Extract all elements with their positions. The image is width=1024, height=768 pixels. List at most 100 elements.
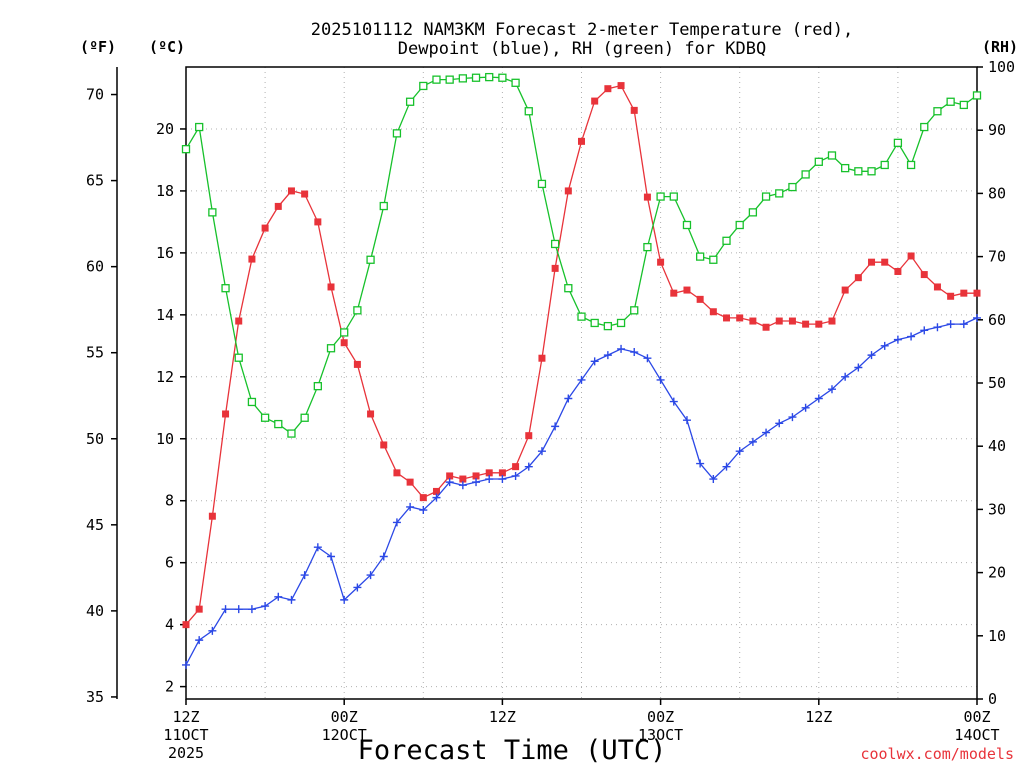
dewpoint-point [287,595,296,604]
rh-point [906,160,916,170]
fahrenheit-tick-label: 55 [86,344,104,362]
rh-point [524,107,533,116]
dewpoint-point [537,447,546,456]
rh-tick-label: 50 [988,374,1006,392]
temperature-point [683,286,691,294]
rh-point [920,122,929,132]
dewpoint-point [261,602,270,611]
rh-point [946,97,955,106]
temperature-point [933,283,941,291]
dewpoint-point [485,475,494,484]
rh-point [432,75,441,84]
rh-point [801,170,810,179]
rh-point [419,81,428,91]
temperature-point [446,472,454,480]
dewpoint-point [577,375,586,384]
x-axis-title: Forecast Time (UTC) [358,735,667,766]
temperature-point [894,267,902,275]
temperature-point [222,410,230,418]
rh-point [287,429,296,438]
rh-point [972,91,982,100]
credit-text: coolwx.com/models [860,745,1014,763]
temperature-point [630,106,638,114]
rh-tick-label: 20 [988,564,1006,582]
dewpoint-point [946,320,955,329]
chart-title: 2025101112 NAM3KM Forecast 2-meter Tempe… [311,20,853,40]
dewpoint-point [182,660,190,669]
temperature-point [406,478,414,486]
temperature-point [485,469,493,477]
rh-point [590,318,599,328]
dewpoint-point [748,437,757,446]
dewpoint-point [617,344,626,353]
celsius-unit-label: (ºC) [149,38,185,56]
rh-point [537,179,547,189]
dewpoint-point [801,403,810,412]
x-tick-label: 12Z [805,708,832,726]
dewpoint-point [379,552,388,561]
dewpoint-point [590,357,599,366]
temperature-point [947,292,955,300]
series-2-meter-temperature-c [182,82,981,629]
dewpoint-point [709,475,718,484]
temperature-point [472,472,480,480]
temperature-point [301,190,309,198]
dewpoint-point [327,552,336,561]
temperature-point [881,258,889,266]
dewpoint-point [458,481,467,490]
temperature-point [393,469,401,477]
rh-point [234,353,243,362]
temperature-point [551,264,559,272]
fahrenheit-tick-label: 35 [86,688,104,706]
dewpoint-point [682,416,691,425]
dewpoint-point [814,394,823,403]
rh-point [458,74,468,83]
temperature-point [643,193,651,201]
dewpoint-point [907,332,916,341]
rh-point [696,252,705,261]
temperature-point [604,85,612,93]
dewpoint-point [511,471,520,480]
rh-tick-label: 100 [988,58,1015,76]
temperature-point [525,432,533,440]
rh-tick-label: 60 [988,311,1006,329]
dewpoint-point [933,323,942,332]
rh-point [511,78,520,87]
dewpoint-point [524,462,533,471]
celsius-tick-label: 4 [165,616,174,634]
celsius-tick-label: 10 [156,430,174,448]
temperature-point [538,354,546,362]
dewpoint-point [419,506,428,515]
dewpoint-point [353,583,362,592]
celsius-tick-label: 20 [156,120,174,138]
x-tick-label: 2025 [168,744,204,762]
rh-point [260,413,270,422]
x-tick-label: 00Z [331,708,358,726]
rh-tick-label: 90 [988,121,1006,139]
rh-point [208,208,217,217]
rh-point [959,100,968,110]
temperature-point [327,283,335,291]
celsius-tick-label: 8 [165,492,174,510]
dewpoint-point [920,326,929,335]
dewpoint-point [973,313,981,322]
rh-point [854,167,863,176]
temperature-point [670,289,678,297]
rh-point [933,107,942,116]
rh-point [880,160,889,170]
tick-labels: 35 40 45 50 55 60 65 70 2 4 6 8 10 12 14 16 18 20 0 10 20 30 4… [86,58,1015,762]
dewpoint-point [195,636,204,645]
dewpoint-point [841,372,850,381]
dewpoint-point [234,605,243,614]
temperature-point [815,320,823,328]
x-tick-label: 12Z [172,708,199,726]
x-tick-label: 12Z [489,708,516,726]
temperature-point [274,202,282,210]
temperature-point [907,252,915,260]
rh-point [340,328,349,337]
temperature-point [314,218,322,226]
temperature-point [736,314,744,322]
series-dewpoint-c [182,313,981,669]
rh-tick-label: 70 [988,248,1006,266]
